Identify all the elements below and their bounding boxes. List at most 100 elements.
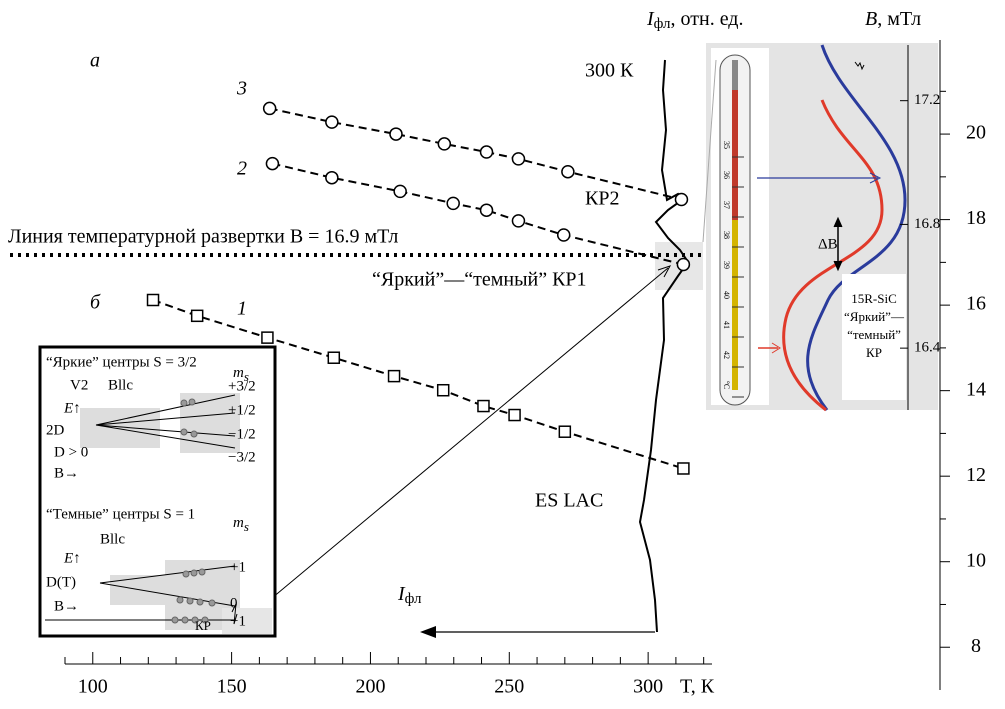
thermometer-label: 36 xyxy=(722,171,731,179)
sample-label: “темный” xyxy=(847,327,901,342)
level-label: +1 xyxy=(230,559,246,575)
marker xyxy=(562,166,574,178)
marker xyxy=(192,310,203,321)
b-axis: B→ xyxy=(54,598,79,614)
level-label: 0 xyxy=(230,595,238,611)
level-label: −1 xyxy=(230,613,246,629)
figure: 3536373839404142°C ΔB 15R-SiC “Яркий”— “… xyxy=(0,0,1005,704)
intensity-arrow-label: Iфл xyxy=(397,583,422,608)
marker xyxy=(512,215,524,227)
bright-title: “Яркие” центры S = 3/2 xyxy=(46,354,197,370)
thermometer-label: 42 xyxy=(722,351,731,359)
series-label: 1 xyxy=(237,298,247,320)
thermometer-label: 39 xyxy=(722,261,731,269)
y2-tick-label: 16.8 xyxy=(914,216,940,232)
marker xyxy=(481,146,493,158)
marker xyxy=(148,295,159,306)
kr-link xyxy=(236,268,668,628)
symbol: B xyxy=(865,8,877,30)
v2-label: V2 xyxy=(70,377,88,393)
thermometer-red xyxy=(732,90,738,220)
thermometer-label: 41 xyxy=(722,321,731,329)
marker xyxy=(447,197,459,209)
delta-b: ΔB xyxy=(818,236,838,252)
marker xyxy=(677,259,689,271)
marker xyxy=(389,371,400,382)
marker xyxy=(264,102,276,114)
y2-tick-label: 17.2 xyxy=(914,92,940,108)
e-axis: E↑ xyxy=(63,550,81,566)
y-tick-label: 18 xyxy=(966,207,986,229)
y-tick-label: 8 xyxy=(971,635,981,657)
level-label: −1/2 xyxy=(228,426,256,442)
marker xyxy=(326,172,338,184)
bllc-label: Bllc xyxy=(100,531,125,547)
intensity-axis-label: Iфл, отн. ед. xyxy=(646,8,743,33)
series-label: 2 xyxy=(237,158,247,180)
thermometer-label: 38 xyxy=(722,231,731,239)
marker xyxy=(438,138,450,150)
marker xyxy=(509,410,520,421)
thermometer-label: °C xyxy=(722,381,731,390)
y-tick-label: 10 xyxy=(966,549,986,571)
ms-sub: s xyxy=(244,519,249,534)
temp-label: 300 К xyxy=(585,60,634,82)
two-d: 2D xyxy=(46,422,65,438)
intensity-arrowhead xyxy=(420,626,436,638)
panel-label: б xyxy=(90,292,101,314)
marker xyxy=(478,401,489,412)
x-tick-label: 200 xyxy=(355,676,385,698)
sample-label: “Яркий”— xyxy=(844,309,905,324)
y-tick-label: 14 xyxy=(966,378,986,400)
ms-label: ms xyxy=(233,515,249,534)
marker xyxy=(326,116,338,128)
series-label: 3 xyxy=(236,78,247,100)
sample-label: КР xyxy=(866,345,882,360)
thermometer-label: 40 xyxy=(722,291,731,299)
thermometer-label: 37 xyxy=(722,201,731,209)
subscript: фл xyxy=(405,591,422,607)
pl-spectrum xyxy=(640,60,688,632)
marker xyxy=(328,352,339,363)
x-tick-label: 150 xyxy=(217,676,247,698)
marker xyxy=(394,185,406,197)
e-axis: E↑ xyxy=(63,400,81,416)
scan-line-label: Линия температурной развертки B = 16.9 м… xyxy=(8,226,398,248)
kr2-label: КР2 xyxy=(585,188,619,210)
ms: m xyxy=(233,515,244,531)
es-lac-label: ES LAC xyxy=(535,490,603,512)
marker xyxy=(559,426,570,437)
level-label: −3/2 xyxy=(228,449,256,465)
y-tick-label: 20 xyxy=(966,122,986,144)
marker xyxy=(558,229,570,241)
x-tick-label: 250 xyxy=(494,676,524,698)
dt-label: D(T) xyxy=(46,574,76,590)
level-label: +3/2 xyxy=(228,378,256,394)
marker xyxy=(512,153,524,165)
subscript: фл xyxy=(654,16,671,32)
x-tick-label: 100 xyxy=(78,676,108,698)
marker xyxy=(678,463,689,474)
dark-title: “Темные” центры S = 1 xyxy=(46,506,195,522)
panel-label: а xyxy=(90,50,100,72)
marker xyxy=(675,194,687,206)
y-tick-label: 12 xyxy=(966,464,986,486)
d-pos: D > 0 xyxy=(54,444,88,460)
kr-label: КР xyxy=(195,618,211,633)
b-axis: B→ xyxy=(54,465,79,481)
marker xyxy=(481,204,493,216)
marker xyxy=(262,332,273,343)
x-axis-label: T, К xyxy=(680,676,715,698)
marker xyxy=(266,158,278,170)
x-tick-label: 300 xyxy=(633,676,663,698)
sample-label: 15R-SiC xyxy=(851,291,897,306)
marker xyxy=(438,385,449,396)
y-tick-label: 16 xyxy=(966,293,986,315)
bllc-label: Bllc xyxy=(108,377,133,393)
b-axis-label: B, мТл xyxy=(865,8,921,30)
rest: , мТл xyxy=(877,8,921,30)
level-label: +1/2 xyxy=(228,402,256,418)
kr1-label: “Яркий”—“темный” КР1 xyxy=(372,269,587,291)
thermometer-label: 35 xyxy=(722,141,731,149)
rest: , отн. ед. xyxy=(671,8,744,30)
